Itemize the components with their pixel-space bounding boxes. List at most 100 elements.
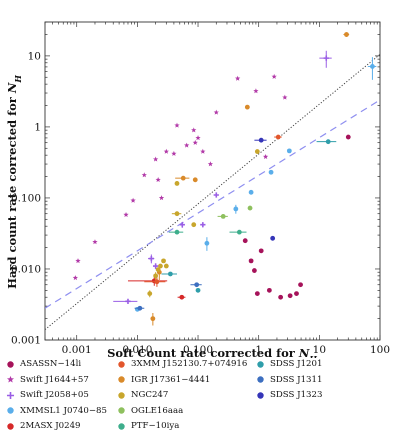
legend-item: Swift J2058+05 — [6, 389, 89, 401]
data-point — [344, 32, 349, 37]
legend-label: PTF−10iya — [131, 421, 180, 431]
data-point — [180, 175, 186, 181]
legend-label: Swift J1644+57 — [20, 374, 89, 385]
data-point — [137, 305, 143, 311]
x-axis-title: Soft Count rate corrected for NH — [107, 346, 317, 358]
data-point — [174, 122, 180, 128]
data-point — [153, 156, 159, 162]
legend-label: NGC247 — [131, 390, 169, 400]
legend-label: 3XMM J152130.7+074916 — [131, 359, 248, 369]
legend-label: SDSS J1311 — [270, 374, 323, 385]
legend-label: XMMSL1 J0740−85 — [20, 405, 107, 416]
data-point — [141, 172, 147, 178]
plot-area — [44, 21, 381, 341]
data-point — [258, 137, 264, 143]
data-point — [161, 258, 166, 264]
series-igr-j17361-4441 — [150, 32, 350, 326]
data-point — [150, 316, 156, 322]
series-ogle16aaa — [217, 205, 253, 219]
data-point — [191, 127, 197, 133]
legend-item: ASASSN−14li — [6, 358, 81, 370]
data-point — [200, 148, 206, 154]
y-tick-label: 0.010 — [11, 263, 41, 275]
data-point — [275, 134, 281, 140]
data-point — [158, 263, 163, 269]
series-sdss-j1323 — [254, 137, 276, 241]
data-point — [278, 294, 284, 300]
data-point — [268, 169, 274, 175]
series-xmmsl1-j0740-85 — [134, 57, 377, 312]
data-point — [179, 222, 185, 228]
legend-swatch — [257, 376, 264, 383]
data-point — [270, 235, 276, 241]
legend-marker — [7, 375, 14, 383]
data-point — [345, 134, 351, 140]
legend-label: ASASSN−14li — [20, 359, 82, 369]
x-tick-label: 10 — [313, 344, 326, 356]
data-point — [248, 189, 254, 195]
data-point — [235, 75, 241, 81]
legend-item: SDSS J1201 — [256, 358, 322, 370]
data-point — [154, 279, 160, 285]
data-marks — [72, 32, 377, 326]
data-point — [204, 240, 210, 246]
data-point — [286, 148, 292, 154]
data-point — [192, 139, 198, 145]
legend-swatch — [257, 391, 264, 399]
x-tick-label: 1 — [255, 344, 262, 356]
data-point — [195, 287, 201, 293]
data-point — [220, 213, 226, 219]
data-point — [244, 104, 250, 110]
legend-label: 2MASX J0249 — [20, 421, 81, 431]
legend-item: NGC247 — [117, 389, 168, 401]
y-tick-label: 0.001 — [11, 335, 41, 347]
data-point — [130, 197, 136, 203]
reference-lines — [45, 53, 380, 331]
data-point — [323, 55, 329, 61]
legend-swatch — [7, 422, 14, 430]
x-tick-label: 0.010 — [122, 344, 152, 356]
y-axis-title: Hard count rate corrected for NH — [5, 75, 23, 289]
legend-swatch — [118, 360, 125, 368]
data-point — [174, 181, 180, 186]
legend-swatch — [257, 360, 264, 368]
legend-marker — [257, 360, 264, 368]
legend-label: SDSS J1323 — [270, 390, 323, 400]
legend-marker — [7, 422, 14, 430]
data-point — [191, 222, 197, 228]
data-point — [262, 154, 269, 159]
legend-label: Swift J2058+05 — [20, 390, 89, 400]
legend-item: OGLE16aaa — [117, 405, 183, 417]
legend-item: XMMSL1 J0740−85 — [6, 405, 107, 417]
series-ngc247 — [147, 149, 260, 298]
legend-marker — [118, 360, 125, 368]
data-point — [147, 291, 153, 297]
data-point — [242, 238, 248, 244]
data-point — [370, 64, 375, 69]
fit-line — [45, 99, 380, 309]
legend-marker — [118, 407, 125, 414]
data-point — [294, 291, 299, 297]
data-point — [298, 282, 303, 288]
data-point — [75, 258, 81, 264]
legend-marker — [257, 376, 264, 383]
data-point — [155, 267, 161, 272]
data-point — [194, 282, 200, 288]
legend-label: OGLE16aaa — [131, 405, 184, 416]
series-sdss-j1311 — [134, 282, 202, 311]
data-point — [153, 273, 159, 279]
data-point — [282, 94, 288, 100]
series-asassn-14li — [242, 134, 351, 300]
data-point — [233, 206, 239, 212]
data-point — [192, 177, 198, 183]
data-point — [72, 275, 78, 281]
series-swift-j2058-05 — [113, 50, 332, 304]
data-point — [174, 229, 180, 235]
data-point — [125, 298, 131, 304]
legend-item: Swift J1644+57 — [6, 374, 89, 386]
legend: ASASSN−14li Swift J1644+57 Swift J2058+05 X… — [6, 358, 406, 442]
legend-item: PTF−10iya — [117, 420, 179, 432]
data-point — [287, 293, 293, 299]
data-point — [271, 73, 277, 79]
scatter-chart: 0.001 0.010 0.100 1 10 1000.0010.0100.100110 … — [5, 21, 390, 358]
